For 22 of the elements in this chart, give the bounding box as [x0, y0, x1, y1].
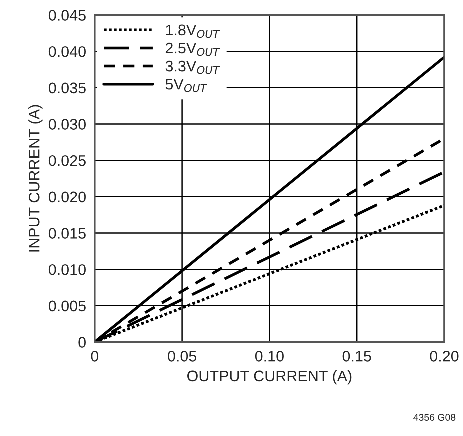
x-tick-label: 0: [91, 350, 99, 362]
y-tick-label: 0.040: [48, 46, 86, 58]
legend-label: 5V$_{OUT}$: [166, 79, 208, 92]
legend-label: 2.5V$_{OUT}$: [166, 42, 220, 56]
y-tick-label: 0.020: [48, 192, 86, 203]
y-tick-label: 0.010: [48, 264, 86, 276]
x-axis-title: OUTPUT CURRENT (A): [188, 370, 352, 385]
y-tick-label: 0.030: [48, 119, 86, 130]
y-tick-label: 0.005: [48, 300, 86, 312]
legend-label: 1.8V$_{OUT}$: [166, 24, 220, 38]
text: 4356 G08: [414, 414, 456, 421]
y-tick-label: 0: [78, 337, 86, 348]
x-tick-label: 0.10: [255, 350, 284, 362]
y-tick-label: 0.015: [48, 228, 86, 239]
y-axis-title: INPUT CURRENT (A): [28, 105, 43, 252]
x-tick-label: 0.05: [168, 350, 197, 362]
y-tick-label: 0.035: [48, 82, 86, 94]
y-tick-label: 0.045: [48, 10, 86, 21]
legend-label: 3.3V$_{OUT}$: [166, 60, 220, 74]
x-tick-label: 0.15: [342, 350, 372, 362]
x-tick-label: 0.20: [430, 350, 459, 362]
y-tick-label: 0.025: [48, 155, 86, 166]
